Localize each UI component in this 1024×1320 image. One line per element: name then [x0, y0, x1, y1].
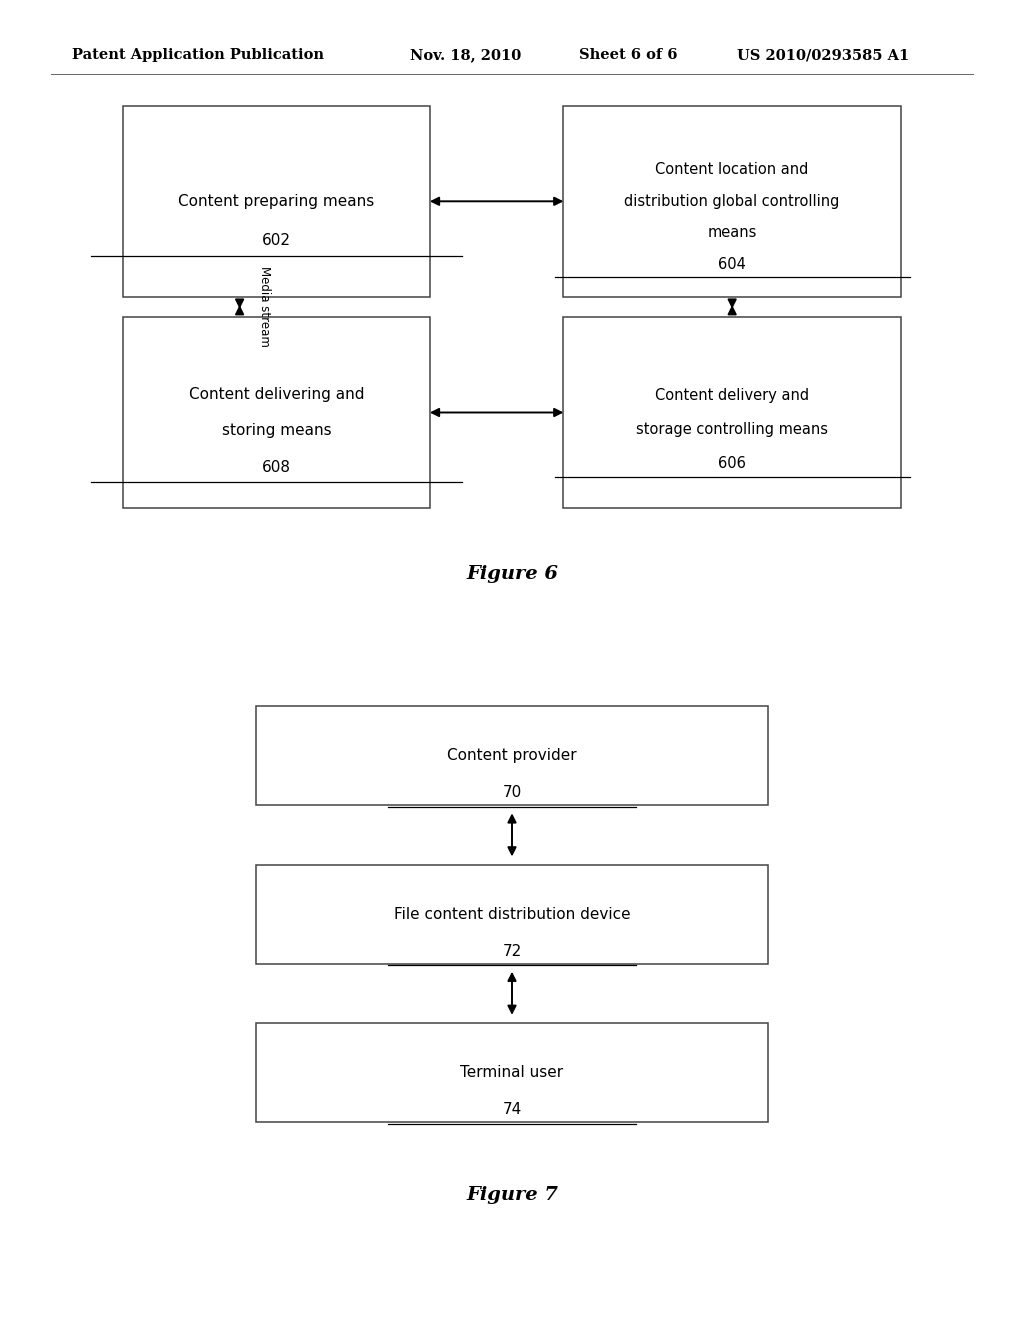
Text: storing means: storing means [221, 424, 332, 438]
Text: 74: 74 [503, 1102, 521, 1117]
Bar [563, 317, 901, 508]
Text: Content location and: Content location and [655, 162, 809, 177]
Text: 72: 72 [503, 944, 521, 958]
Bar [256, 865, 768, 964]
Text: Terminal user: Terminal user [461, 1065, 563, 1080]
Text: storage controlling means: storage controlling means [636, 422, 828, 437]
Text: US 2010/0293585 A1: US 2010/0293585 A1 [737, 49, 909, 62]
Text: Media stream: Media stream [258, 267, 271, 347]
Text: distribution global controlling: distribution global controlling [625, 194, 840, 209]
Text: 606: 606 [718, 457, 746, 471]
Text: 604: 604 [718, 257, 746, 272]
Text: 608: 608 [262, 461, 291, 475]
Bar [256, 706, 768, 805]
Bar [256, 1023, 768, 1122]
Text: File content distribution device: File content distribution device [393, 907, 631, 921]
Text: Patent Application Publication: Patent Application Publication [72, 49, 324, 62]
Text: Content provider: Content provider [447, 748, 577, 763]
Bar [563, 106, 901, 297]
Text: means: means [708, 226, 757, 240]
Text: Figure 7: Figure 7 [466, 1185, 558, 1204]
Text: Sheet 6 of 6: Sheet 6 of 6 [579, 49, 677, 62]
Text: Nov. 18, 2010: Nov. 18, 2010 [410, 49, 521, 62]
Text: Content preparing means: Content preparing means [178, 194, 375, 209]
Text: Content delivery and: Content delivery and [655, 388, 809, 403]
Bar [123, 317, 430, 508]
Text: Content delivering and: Content delivering and [188, 387, 365, 401]
Text: Figure 6: Figure 6 [466, 565, 558, 583]
Text: 602: 602 [262, 234, 291, 248]
Text: 70: 70 [503, 785, 521, 800]
Bar [123, 106, 430, 297]
